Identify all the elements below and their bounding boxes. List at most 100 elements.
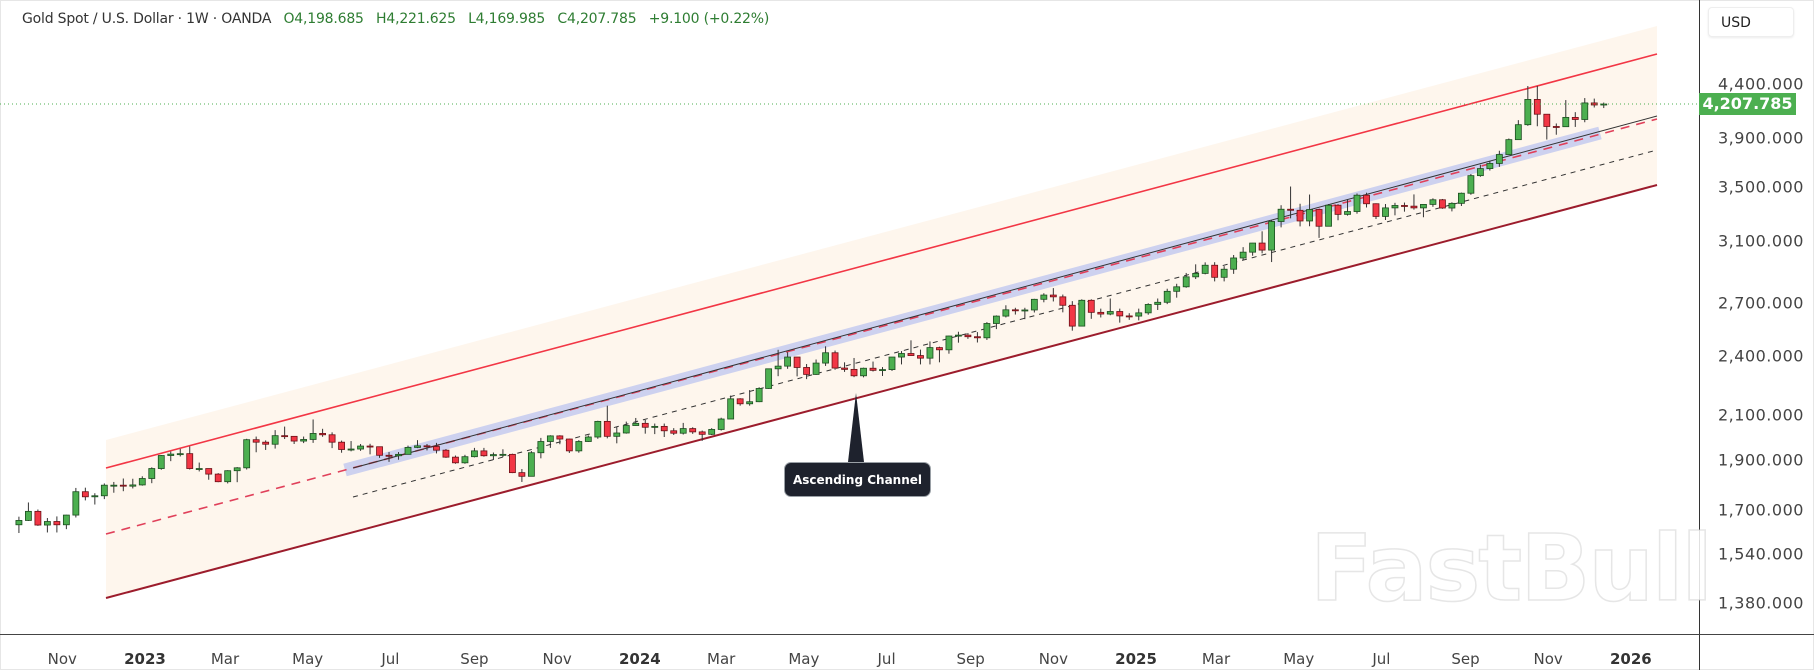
candle-body — [1467, 175, 1475, 194]
candle-body — [1543, 113, 1551, 127]
price-tick-label: 1,540.000 — [1718, 544, 1804, 564]
symbol-title[interactable]: Gold Spot / U.S. Dollar · 1W · OANDA — [22, 11, 272, 27]
candle-body — [898, 353, 905, 358]
channel-upper-line — [105, 53, 1658, 469]
candle-body — [1590, 102, 1598, 106]
currency-button[interactable]: USD — [1708, 7, 1794, 37]
ohlc-close: C4,207.785 — [557, 11, 637, 27]
price-change: +9.100 (+0.22%) — [648, 11, 770, 27]
candle-body — [822, 352, 829, 364]
candle-body — [717, 418, 725, 430]
candle-body — [1514, 124, 1522, 141]
candle-body — [176, 453, 184, 456]
candle-body — [423, 445, 431, 448]
channel-drawings[interactable] — [105, 26, 1658, 599]
candle-body — [784, 356, 792, 367]
time-tick-label: 2025 — [1115, 650, 1157, 668]
candle-body — [917, 355, 924, 359]
candle-body — [62, 514, 70, 526]
time-tick-label: May — [292, 650, 324, 668]
candle-body — [622, 425, 630, 434]
candle-body — [119, 484, 127, 487]
candle-body — [1040, 294, 1048, 300]
candle-body — [100, 484, 108, 497]
time-tick-label: Mar — [210, 650, 240, 668]
candle-body — [262, 441, 270, 445]
candle-body — [53, 521, 61, 526]
candle-body — [1087, 299, 1095, 313]
time-tick-label: Sep — [956, 650, 985, 668]
candle-body — [1268, 221, 1275, 251]
candle-body — [1144, 304, 1152, 314]
last-price-tag: 4,207.785 — [1699, 93, 1796, 115]
trend-line — [352, 115, 1658, 469]
ohlc-high: H4,221.625 — [376, 11, 456, 27]
candle-body — [992, 315, 1000, 324]
candle-body — [1306, 209, 1313, 222]
price-tick-label: 2,700.000 — [1718, 293, 1804, 313]
channel-fill — [106, 26, 1657, 598]
price-tick-label: 1,900.000 — [1718, 450, 1804, 470]
candle-body — [480, 450, 488, 457]
candle-body — [338, 441, 345, 450]
candle-body — [651, 425, 659, 428]
candle-body — [603, 420, 611, 437]
fastbull-watermark: FastBull — [1309, 514, 1713, 623]
candle-body — [850, 368, 858, 377]
time-tick-label: Nov — [47, 650, 77, 668]
candle-body — [1420, 204, 1427, 209]
candle-body — [1439, 199, 1446, 209]
time-tick-label: Jul — [877, 650, 896, 668]
candle-body — [81, 491, 89, 498]
callout-pointer — [848, 393, 864, 462]
price-tick-label: 2,100.000 — [1718, 405, 1804, 425]
candle-body — [974, 336, 981, 339]
candle-body — [1154, 301, 1162, 305]
candle-body — [508, 453, 516, 474]
candle-body — [1192, 273, 1200, 278]
candle-body — [812, 362, 820, 375]
candle-body — [679, 428, 687, 434]
candle-body — [1049, 294, 1057, 298]
price-tick-label: 1,700.000 — [1718, 500, 1804, 520]
candle-body — [936, 347, 943, 351]
candle-body — [499, 453, 507, 456]
candle-body — [1476, 168, 1484, 177]
time-tick-label: 2026 — [1609, 650, 1652, 668]
ascending-channel-label[interactable]: Ascending Channel — [784, 462, 931, 497]
candle-body — [1372, 203, 1380, 217]
candle-body — [1163, 290, 1171, 303]
candle-body — [841, 367, 848, 370]
candle-body — [945, 335, 953, 351]
candle-body — [1230, 257, 1238, 270]
time-tick-label: Nov — [1038, 650, 1068, 668]
candle-body — [252, 439, 260, 443]
candle-body — [1078, 299, 1086, 327]
candle-body — [964, 334, 972, 338]
candle-body — [1173, 286, 1181, 292]
price-tick-label: 3,500.000 — [1718, 177, 1804, 197]
price-tick-label: 4,400.000 — [1718, 74, 1804, 94]
candle-body — [860, 367, 867, 377]
candle-body — [1533, 99, 1541, 115]
candle-body — [1382, 207, 1389, 217]
candle-body — [1059, 296, 1067, 306]
candle-body — [376, 446, 383, 456]
candle-body — [195, 468, 203, 470]
candle-body — [138, 478, 146, 486]
candle-body — [565, 438, 573, 452]
ohlc-low: L4,169.985 — [468, 11, 546, 27]
candle-body — [243, 439, 251, 469]
candle-body — [660, 425, 668, 432]
candle-body — [907, 353, 915, 356]
candle-body — [1552, 126, 1560, 128]
candle-body — [1325, 204, 1332, 227]
candle-body — [25, 510, 32, 521]
candle-body — [613, 432, 621, 437]
candle-body — [803, 367, 810, 375]
candle-body — [594, 420, 602, 438]
ohlc-open: O4,198.685 — [283, 11, 364, 27]
time-tick-label: May — [1283, 650, 1315, 668]
candle-body — [527, 452, 535, 477]
